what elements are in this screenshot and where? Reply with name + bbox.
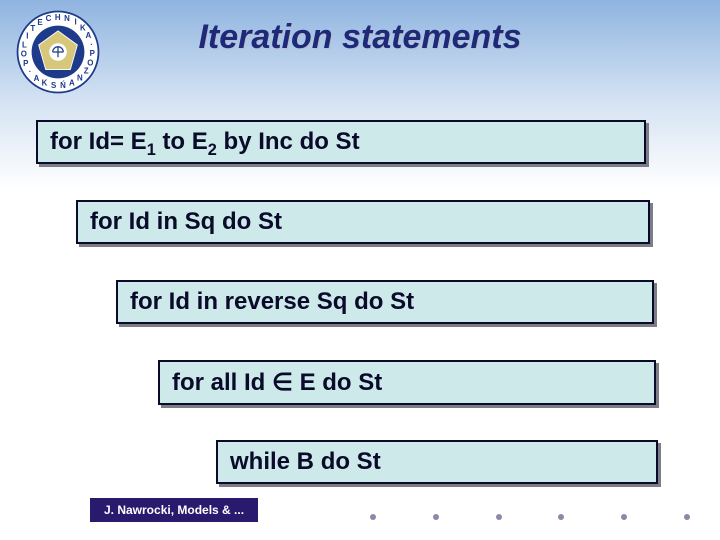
svg-text:S: S: [51, 81, 56, 90]
decorative-dot: [684, 514, 690, 520]
svg-text:Ń: Ń: [60, 81, 66, 90]
statement-box: for Id in Sq do St: [76, 200, 650, 244]
statement-box: for all Id ∈ E do St: [158, 360, 656, 405]
svg-text:K: K: [42, 79, 48, 88]
decorative-dot: [621, 514, 627, 520]
decorative-dot: [496, 514, 502, 520]
svg-text:N: N: [77, 74, 83, 83]
statement-box: for Id= E1 to E2 by Inc do St: [36, 120, 646, 164]
svg-text:P: P: [23, 59, 28, 68]
statement-box: for Id in reverse Sq do St: [116, 280, 654, 324]
svg-text:A: A: [34, 74, 40, 83]
svg-text:Z: Z: [84, 67, 89, 76]
slide-title-text: Iteration statements: [198, 18, 521, 56]
slide-title: Iteration statements: [0, 18, 720, 57]
decorative-dots: [370, 514, 690, 520]
statement-box: while B do St: [216, 440, 658, 484]
svg-text:·: ·: [29, 67, 32, 76]
decorative-dot: [433, 514, 439, 520]
decorative-dot: [370, 514, 376, 520]
slide: POLITECHNIKA·POZNAŃSKA· Iteration statem…: [0, 0, 720, 540]
svg-text:A: A: [69, 79, 75, 88]
decorative-dot: [558, 514, 564, 520]
footer-text: J. Nawrocki, Models & ...: [104, 503, 244, 517]
footer-credit: J. Nawrocki, Models & ...: [90, 498, 258, 522]
